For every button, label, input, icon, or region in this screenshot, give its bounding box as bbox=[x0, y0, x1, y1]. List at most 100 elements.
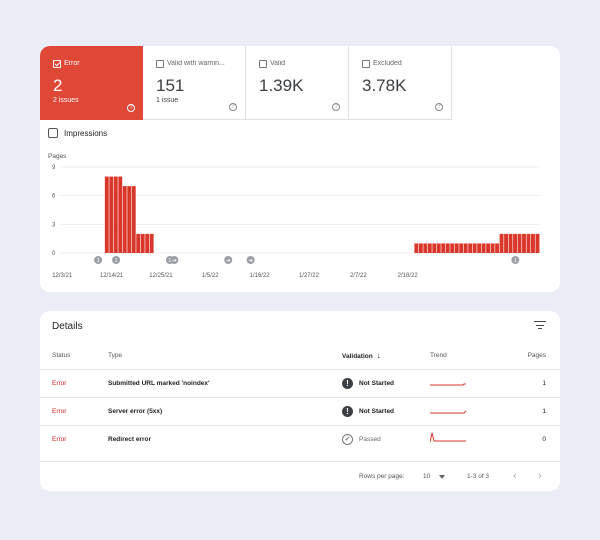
chart-bar bbox=[414, 243, 419, 253]
status-cell: Error bbox=[40, 368, 108, 397]
pages-cell: 1 bbox=[515, 368, 560, 397]
chart-bar bbox=[131, 186, 136, 253]
chart-bar bbox=[441, 243, 446, 253]
chart-bar bbox=[463, 243, 468, 253]
next-page-icon[interactable]: › bbox=[538, 470, 542, 482]
tile-checkbox[interactable] bbox=[53, 60, 61, 68]
column-type[interactable]: Type bbox=[108, 352, 123, 360]
tile-checkbox[interactable] bbox=[156, 60, 164, 68]
status-cell: Error bbox=[40, 396, 108, 425]
chart-bar bbox=[499, 233, 504, 253]
chart-bar bbox=[136, 233, 141, 253]
impressions-checkbox[interactable] bbox=[48, 128, 58, 138]
exclamation-icon: ! bbox=[342, 377, 353, 389]
validation-cell: ✓ Passed bbox=[342, 424, 430, 453]
y-axis-label: Pages bbox=[48, 153, 67, 160]
chart-bar bbox=[127, 186, 132, 253]
trend-cell bbox=[429, 424, 515, 453]
details-table: Status Type Validation ↓ Trend Pages Erro… bbox=[40, 343, 560, 453]
chart-bar bbox=[531, 233, 535, 253]
chart-bar bbox=[477, 243, 482, 253]
column-validation-label: Validation bbox=[342, 353, 373, 361]
validation-cell: ! Not Started bbox=[342, 396, 430, 425]
annotation-marker bbox=[112, 256, 121, 264]
chart-bar bbox=[522, 233, 526, 253]
status-cell: Error bbox=[40, 424, 108, 453]
rows-per-page-dropdown-icon[interactable] bbox=[439, 475, 445, 479]
previous-page-icon[interactable]: ‹ bbox=[513, 470, 517, 482]
column-pages[interactable]: Pages bbox=[527, 352, 546, 360]
tile-valid[interactable]: Valid 1.39K? bbox=[246, 46, 349, 120]
trend-sparkline bbox=[430, 410, 467, 414]
filter-icon[interactable] bbox=[534, 320, 546, 330]
rows-per-page-select[interactable]: 10 bbox=[423, 473, 431, 480]
chart-bar bbox=[495, 243, 500, 253]
chart-bar bbox=[526, 233, 531, 253]
y-tick-label: 6 bbox=[52, 194, 56, 200]
validation-text: Passed bbox=[359, 435, 381, 443]
annotation-marker bbox=[224, 256, 233, 264]
tile-subtext: 2 issues bbox=[53, 97, 79, 104]
table-row[interactable]: Error Redirect error ✓ Passed 0 bbox=[40, 424, 560, 453]
tile-subtext: 1 issue bbox=[156, 97, 179, 104]
type-cell: Redirect error bbox=[108, 424, 342, 453]
chart-bar bbox=[481, 243, 486, 253]
table-row[interactable]: Error Submitted URL marked 'noindex'! Not … bbox=[40, 368, 560, 397]
status-tiles: Error 2 2 issues? Valid with warnin... 151 1 … bbox=[40, 46, 452, 120]
x-tick-label: 1/27/22 bbox=[299, 273, 320, 279]
help-icon[interactable]: ? bbox=[332, 103, 340, 111]
chart-bar bbox=[104, 176, 109, 253]
annotation-count: 1 bbox=[115, 258, 118, 264]
column-validation[interactable]: Validation ↓ bbox=[342, 343, 430, 369]
tile-valid-with-warnings[interactable]: Valid with warnin... 151 1 issue? bbox=[143, 46, 246, 120]
tile-checkbox[interactable] bbox=[259, 60, 267, 68]
arrow-right-icon: ➔ bbox=[226, 258, 231, 264]
pages-cell: 1 bbox=[515, 396, 560, 425]
annotation-count: 1 bbox=[168, 258, 171, 264]
x-tick-label: 12/14/21 bbox=[100, 273, 124, 279]
tile-value: 1.39K bbox=[259, 76, 304, 95]
tile-error[interactable]: Error 2 2 issues? bbox=[40, 46, 143, 120]
tile-checkbox[interactable] bbox=[362, 60, 370, 68]
x-tick-label: 1/5/22 bbox=[202, 273, 219, 279]
x-tick-label: 12/3/21 bbox=[52, 273, 73, 279]
x-tick-label: 12/25/21 bbox=[149, 273, 173, 279]
tile-value: 151 bbox=[156, 76, 185, 95]
help-icon[interactable]: ? bbox=[229, 103, 237, 111]
chart-bar bbox=[459, 243, 464, 253]
validation-text: Not Started bbox=[359, 407, 395, 415]
chart-bar bbox=[472, 243, 477, 253]
table-header-row: Status Type Validation ↓ Trend Pages bbox=[40, 343, 560, 369]
table-row[interactable]: Error Server error (5xx)! Not Started 1 bbox=[40, 396, 560, 425]
tile-label: Error bbox=[64, 60, 80, 67]
validation-cell: ! Not Started bbox=[342, 368, 430, 397]
details-title: Details bbox=[52, 321, 83, 332]
annotation-marker bbox=[94, 256, 103, 264]
chart-bar bbox=[113, 176, 118, 253]
chart-bar bbox=[486, 243, 491, 253]
trend-cell bbox=[430, 368, 515, 397]
tile-excluded[interactable]: Excluded 3.78K? bbox=[349, 46, 452, 120]
exclamation-icon: ! bbox=[342, 405, 353, 417]
tile-label: Valid with warnin... bbox=[167, 60, 225, 67]
rows-per-page-label: Rows per page: bbox=[359, 473, 405, 480]
type-cell: Submitted URL marked 'noindex' bbox=[108, 368, 342, 397]
chart-bar bbox=[436, 243, 441, 253]
trend-cell bbox=[430, 396, 515, 425]
help-icon[interactable]: ? bbox=[127, 104, 135, 112]
chart-bar bbox=[468, 243, 473, 253]
impressions-toggle[interactable]: Impressions bbox=[48, 128, 107, 138]
chart-bar bbox=[122, 186, 127, 253]
chart-bar bbox=[149, 233, 154, 253]
chart-bar bbox=[445, 243, 450, 253]
tile-label: Valid bbox=[270, 60, 286, 67]
chart-bar bbox=[450, 243, 455, 253]
x-tick-label: 2/7/22 bbox=[350, 273, 367, 279]
trend-sparkline bbox=[429, 433, 466, 443]
table-pagination: Rows per page: 10 1-3 of 3 ‹ › bbox=[40, 461, 560, 491]
arrow-right-icon: ➔ bbox=[248, 258, 253, 264]
column-status[interactable]: Status bbox=[52, 352, 71, 360]
help-icon[interactable]: ? bbox=[435, 103, 443, 111]
column-trend[interactable]: Trend bbox=[430, 352, 447, 360]
